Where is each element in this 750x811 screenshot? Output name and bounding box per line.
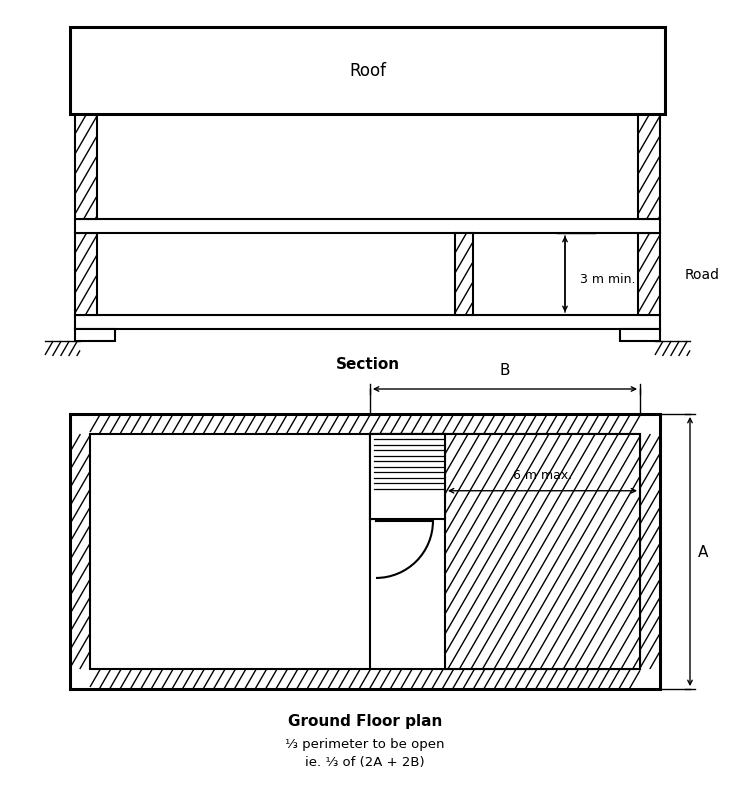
- Bar: [370, 435, 445, 519]
- Text: A: A: [698, 544, 708, 560]
- Text: Roof: Roof: [349, 62, 386, 80]
- Bar: [75, 115, 97, 220]
- Bar: [75, 220, 660, 234]
- Bar: [374, 515, 441, 523]
- Bar: [445, 435, 640, 669]
- Text: 6 m max.: 6 m max.: [513, 468, 572, 481]
- Text: ie. ⅓ of (2A + 2B): ie. ⅓ of (2A + 2B): [305, 756, 424, 769]
- Text: Road: Road: [685, 268, 720, 281]
- Text: Section: Section: [335, 357, 400, 372]
- Text: ⅓ perimeter to be open: ⅓ perimeter to be open: [285, 737, 445, 750]
- Bar: [620, 329, 660, 341]
- Bar: [638, 115, 660, 220]
- Bar: [70, 414, 660, 689]
- Text: Ground Floor plan: Ground Floor plan: [288, 714, 442, 728]
- Bar: [370, 435, 445, 519]
- Bar: [90, 435, 640, 669]
- Text: B: B: [500, 363, 510, 378]
- Bar: [638, 234, 660, 315]
- Bar: [455, 234, 473, 315]
- Text: 3 m min.: 3 m min.: [580, 273, 635, 286]
- Bar: [370, 435, 445, 519]
- Bar: [75, 315, 660, 329]
- Bar: [70, 28, 665, 115]
- Bar: [75, 329, 115, 341]
- Bar: [75, 234, 97, 315]
